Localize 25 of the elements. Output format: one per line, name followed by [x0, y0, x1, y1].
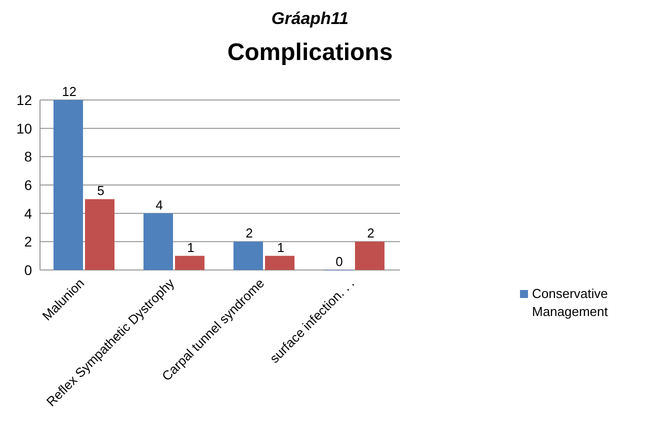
y-tick-label: 12 [16, 92, 32, 108]
y-tick-label: 4 [24, 205, 32, 222]
data-label: 0 [336, 254, 343, 269]
y-tick-label: 6 [24, 177, 32, 193]
data-label: 1 [187, 240, 194, 255]
data-label: 1 [277, 240, 284, 255]
y-tick-label: 0 [24, 262, 32, 278]
bar [265, 256, 294, 270]
legend-label: Conservative Management [532, 286, 608, 319]
data-label: 4 [156, 197, 163, 212]
bar [175, 256, 204, 270]
y-tick-label: 10 [16, 120, 32, 136]
bar [355, 242, 384, 270]
data-label: 2 [246, 226, 253, 241]
chart-subtitle: Gráaph11 [271, 9, 349, 28]
data-label: 2 [367, 226, 374, 241]
y-tick-label: 8 [24, 148, 32, 165]
chart-title: Complications [227, 39, 393, 66]
bar [144, 213, 173, 270]
bar [85, 199, 114, 270]
data-label: 5 [97, 183, 104, 198]
y-tick-label: 2 [24, 234, 32, 250]
bar [54, 100, 83, 270]
data-label: 12 [62, 84, 76, 99]
bar [234, 242, 263, 270]
